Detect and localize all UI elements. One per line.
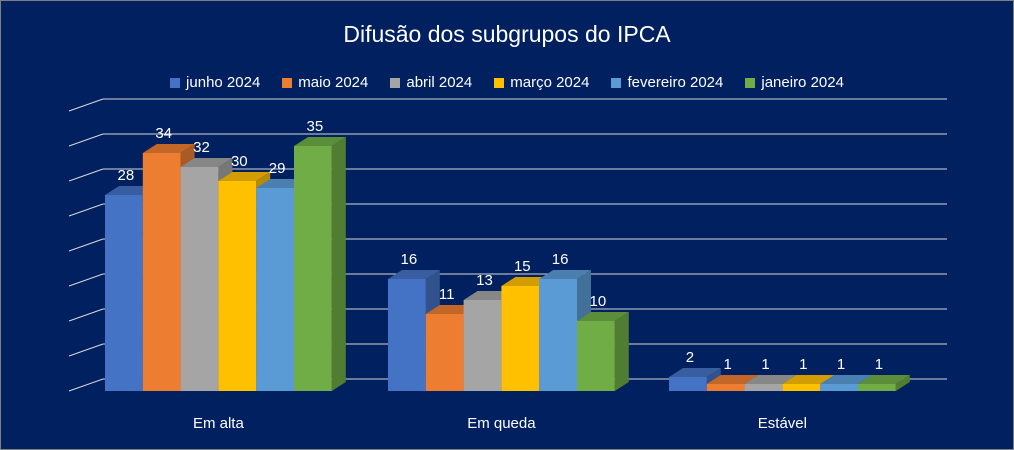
bar-top [180, 158, 233, 167]
gridline-depth [68, 133, 104, 147]
bar-side [614, 312, 629, 391]
category-label: Em queda [467, 415, 536, 432]
gridline-depth [68, 378, 104, 392]
data-label: 1 [724, 356, 732, 373]
data-label: 15 [514, 258, 531, 275]
legend-swatch [494, 77, 505, 88]
data-label: 32 [193, 139, 210, 156]
data-label: 1 [799, 356, 807, 373]
legend-item-2: abril 2024 [390, 74, 472, 91]
bar [105, 195, 143, 391]
bar [256, 188, 294, 391]
gridline-depth [68, 273, 104, 287]
bar [669, 377, 707, 391]
bar-top [388, 270, 440, 279]
chart-title: Difusão dos subgrupos do IPCA [343, 21, 671, 47]
bar-top [744, 375, 797, 384]
legend-item-1: maio 2024 [282, 74, 368, 91]
bar-top [858, 375, 910, 384]
data-label: 16 [552, 251, 569, 268]
legend-swatch [745, 77, 756, 88]
bar [388, 279, 426, 391]
bar [501, 286, 540, 391]
category-label: Estável [758, 415, 807, 432]
legend-label: fevereiro 2024 [627, 74, 724, 91]
gridline-depth [68, 98, 104, 112]
bar [820, 384, 858, 391]
legend-label: janeiro 2024 [761, 74, 844, 91]
bar [180, 167, 219, 391]
legend-item-0: junho 2024 [170, 74, 260, 91]
bar [539, 279, 577, 391]
bar-top [142, 144, 195, 153]
bar-top [820, 375, 872, 384]
gridline-depth [68, 343, 104, 357]
legend-item-5: janeiro 2024 [745, 74, 844, 91]
data-label: 1 [875, 356, 883, 373]
data-label: 34 [155, 125, 172, 142]
legend: junho 2024 maio 2024 abril 2024 março 2024 f… [1, 74, 1013, 91]
legend-item-4: fevereiro 2024 [611, 74, 723, 91]
legend-swatch [170, 77, 181, 88]
data-label: 11 [439, 286, 455, 303]
gridline-depth [68, 308, 104, 322]
bar-side [331, 137, 346, 391]
bar [142, 153, 181, 391]
data-label: 28 [118, 167, 135, 184]
bar-top [218, 172, 271, 181]
legend-item-3: março 2024 [494, 74, 589, 91]
data-label: 1 [837, 356, 845, 373]
bar-top [539, 270, 591, 279]
bar [294, 146, 332, 391]
bar-top [669, 368, 721, 377]
data-label: 30 [231, 153, 248, 170]
bar [858, 384, 896, 391]
bar [782, 384, 821, 391]
data-label: 10 [590, 293, 607, 310]
bar [218, 181, 257, 391]
bar [744, 384, 783, 391]
bar-top [782, 375, 835, 384]
data-label: 35 [307, 118, 324, 135]
legend-swatch [282, 77, 293, 88]
data-label: 13 [476, 272, 493, 289]
legend-label: junho 2024 [186, 74, 261, 91]
data-label: 1 [761, 356, 769, 373]
bar-top [706, 375, 759, 384]
bar-side [895, 375, 910, 391]
data-label: 2 [686, 349, 694, 366]
bar-top [294, 137, 346, 146]
gridline-depth [68, 238, 104, 252]
legend-swatch [390, 77, 401, 88]
bar [577, 321, 615, 391]
data-label: 29 [269, 160, 286, 177]
legend-label: março 2024 [510, 74, 590, 91]
gridline-depth [68, 203, 104, 217]
legend-label: maio 2024 [298, 74, 369, 91]
category-label: Em alta [193, 415, 245, 432]
bar [463, 300, 502, 391]
data-label: 16 [401, 251, 418, 268]
bar [425, 314, 464, 391]
legend-label: abril 2024 [406, 74, 473, 91]
bar [706, 384, 745, 391]
legend-swatch [611, 77, 622, 88]
gridline-depth [68, 168, 104, 182]
bar-top [577, 312, 629, 321]
